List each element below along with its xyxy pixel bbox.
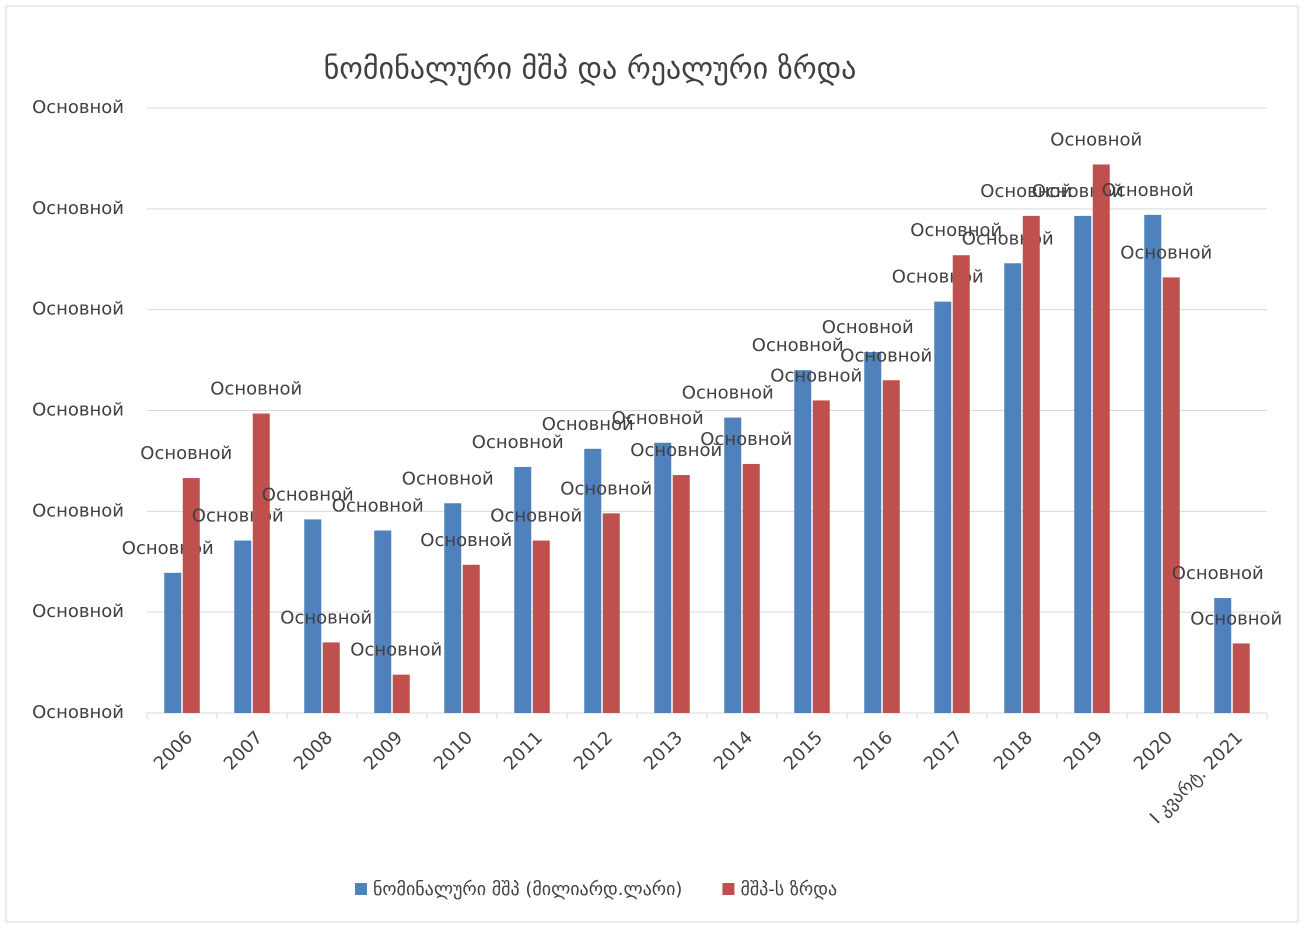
data-label: Основной	[962, 228, 1054, 249]
bar	[234, 540, 252, 713]
data-label: Основной	[612, 408, 704, 429]
data-label: Основной	[262, 484, 354, 505]
bar	[672, 475, 690, 713]
bar	[654, 442, 672, 713]
data-label: Основной	[770, 365, 862, 386]
y-tick-label: Основной	[32, 299, 124, 320]
data-label: Основной	[752, 335, 844, 356]
data-label: Основной	[542, 414, 634, 435]
bar	[514, 466, 532, 713]
y-tick-label: Основной	[32, 400, 124, 421]
bar	[392, 674, 410, 713]
bar	[444, 503, 462, 713]
chart-title: ნომინალური მშპ და რეალური ზრდა	[324, 52, 857, 87]
bar	[882, 380, 900, 713]
y-tick-label: Основной	[32, 97, 124, 118]
bar	[812, 400, 830, 713]
bar	[1022, 215, 1040, 713]
data-label: Основной	[192, 506, 284, 527]
data-label: Основной	[420, 530, 512, 551]
bar	[304, 519, 322, 713]
bar	[1232, 643, 1250, 713]
bar	[1144, 214, 1162, 713]
data-label: Основной	[1172, 563, 1264, 584]
bar	[602, 513, 620, 713]
bar	[1092, 164, 1110, 713]
bar	[1074, 215, 1092, 713]
data-label: Основной	[472, 432, 564, 453]
data-label: Основной	[122, 538, 214, 559]
data-label: Основной	[700, 429, 792, 450]
data-label: Основной	[1050, 129, 1142, 150]
legend-label: ნომინალური მშპ (მილიარდ.ლარი)	[373, 879, 682, 900]
bar	[532, 540, 550, 713]
data-label: Основной	[682, 383, 774, 404]
data-label: Основной	[280, 607, 372, 628]
bar	[252, 413, 270, 713]
legend-label: მშპ-ს ზრდა	[740, 879, 837, 900]
y-tick-label: Основной	[32, 198, 124, 219]
bar	[182, 478, 200, 713]
bar	[164, 572, 182, 713]
data-label: Основной	[560, 478, 652, 499]
data-label: Основной	[332, 495, 424, 516]
bar	[934, 301, 952, 713]
bar	[1162, 277, 1180, 713]
y-tick-label: Основной	[32, 500, 124, 521]
data-label: Основной	[1102, 180, 1194, 201]
data-label: Основной	[350, 640, 442, 661]
data-label: Основной	[1190, 608, 1282, 629]
data-label: Основной	[822, 317, 914, 338]
data-label: Основной	[980, 181, 1072, 202]
data-label: Основной	[402, 468, 494, 489]
data-label: Основной	[892, 267, 984, 288]
bar	[584, 448, 602, 713]
y-tick-label: Основной	[32, 702, 124, 723]
data-label: Основной	[630, 440, 722, 461]
data-label: Основной	[210, 379, 302, 400]
bar	[462, 564, 480, 713]
bar	[374, 530, 392, 713]
bar	[724, 417, 742, 713]
bar	[794, 370, 812, 713]
bar	[1004, 263, 1022, 713]
bar	[952, 255, 970, 713]
data-label: Основной	[910, 220, 1002, 241]
bar	[742, 463, 760, 713]
data-label: Основной	[1120, 242, 1212, 263]
data-label: Основной	[140, 443, 232, 464]
legend-swatch	[355, 883, 367, 895]
legend-swatch	[722, 883, 735, 895]
bar	[864, 352, 882, 713]
bar	[1214, 598, 1232, 713]
bar	[322, 642, 340, 713]
data-label: Основной	[840, 345, 932, 366]
y-tick-label: Основной	[32, 601, 124, 622]
data-label: Основной	[490, 506, 582, 527]
